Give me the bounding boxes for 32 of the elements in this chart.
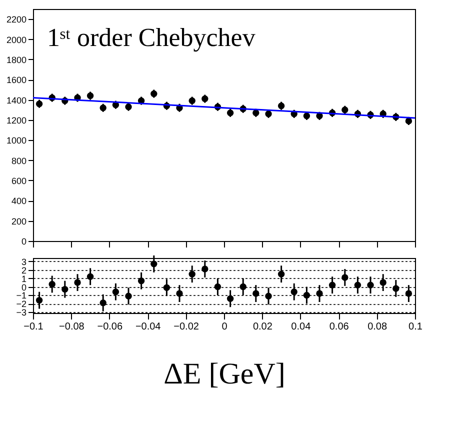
x-tick-label: −0.1 [24,322,44,332]
y-tick-label: 400 [11,196,26,206]
y-tick-label: 2200 [6,14,26,25]
x-tick-label: −0.04 [135,322,162,332]
y-tick-label: −1 [16,290,26,301]
y-tick-label: 1800 [6,54,26,65]
y-tick-label: 1400 [6,95,26,106]
y-tick-label: 3 [21,256,26,267]
x-tick-label: −0.08 [59,322,85,332]
x-tick-label: 0.04 [291,322,312,332]
y-tick-label: 800 [11,156,26,166]
y-tick-label: 1600 [6,75,26,86]
y-tick-label: 2000 [6,34,26,45]
x-axis-title: ΔE [GeV] [164,358,286,390]
x-tick-label: 0.02 [252,322,273,332]
x-tick-label: 0 [222,322,228,332]
x-tick-label: 0.06 [329,322,350,332]
y-tick-label: 600 [11,176,26,186]
x-tick-label: 0.08 [368,322,388,332]
y-tick-label: 1000 [6,136,26,146]
annotation: 1ˢᵗ order Chebychev [47,23,256,52]
y-tick-label: 0 [21,282,26,292]
y-tick-label: 1200 [6,115,26,126]
x-tick-label: −0.02 [174,322,200,332]
y-tick-label: 200 [11,216,26,226]
y-tick-label: 0 [21,236,26,246]
y-tick-label: −2 [16,299,26,310]
y-tick-label: −3 [16,308,26,318]
y-tick-label: 1 [21,274,26,284]
x-tick-label: 0.1 [408,322,423,332]
x-tick-label: −0.06 [97,322,123,332]
y-tick-label: 2 [21,265,26,276]
